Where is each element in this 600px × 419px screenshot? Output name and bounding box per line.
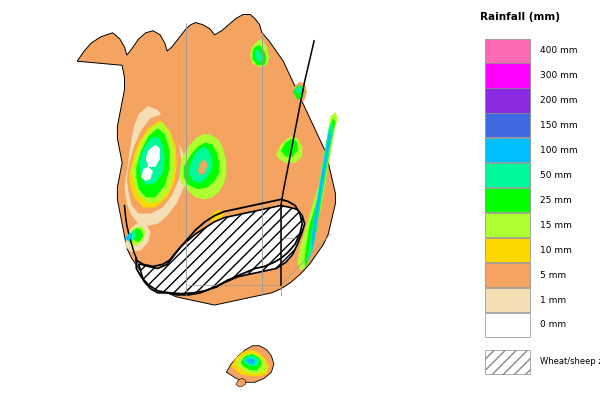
Polygon shape xyxy=(210,210,224,222)
Polygon shape xyxy=(139,137,165,185)
Text: 5 mm: 5 mm xyxy=(540,271,566,279)
Polygon shape xyxy=(131,122,174,204)
Polygon shape xyxy=(184,142,220,189)
Polygon shape xyxy=(129,226,146,246)
Polygon shape xyxy=(146,145,160,167)
Polygon shape xyxy=(245,358,255,364)
Polygon shape xyxy=(250,33,274,71)
Polygon shape xyxy=(136,128,170,197)
Polygon shape xyxy=(129,120,176,207)
Polygon shape xyxy=(176,134,226,199)
Polygon shape xyxy=(293,85,305,100)
Polygon shape xyxy=(290,82,307,104)
Bar xyxy=(485,114,530,137)
Bar xyxy=(485,138,530,163)
Polygon shape xyxy=(236,354,266,374)
Polygon shape xyxy=(295,85,302,94)
Text: 15 mm: 15 mm xyxy=(540,221,572,230)
Bar xyxy=(485,64,530,88)
Polygon shape xyxy=(198,159,208,175)
Polygon shape xyxy=(226,346,274,382)
Text: 100 mm: 100 mm xyxy=(540,146,578,155)
Text: 300 mm: 300 mm xyxy=(540,71,578,80)
Text: 10 mm: 10 mm xyxy=(540,246,572,255)
Polygon shape xyxy=(253,45,266,65)
Bar xyxy=(485,288,530,312)
Text: 1 mm: 1 mm xyxy=(540,295,566,305)
Bar xyxy=(485,350,530,374)
Text: 0 mm: 0 mm xyxy=(540,321,566,329)
Polygon shape xyxy=(243,356,260,366)
Text: Wheat/sheep zone: Wheat/sheep zone xyxy=(540,357,600,367)
Bar xyxy=(485,188,530,212)
Polygon shape xyxy=(139,205,305,295)
Text: 50 mm: 50 mm xyxy=(540,171,572,180)
Bar xyxy=(485,313,530,337)
Polygon shape xyxy=(127,114,181,214)
Polygon shape xyxy=(312,130,331,252)
Polygon shape xyxy=(255,49,262,61)
Text: 200 mm: 200 mm xyxy=(540,96,577,105)
Bar xyxy=(485,88,530,113)
Text: Rainfall (mm): Rainfall (mm) xyxy=(480,13,560,22)
Polygon shape xyxy=(188,147,212,183)
Text: 150 mm: 150 mm xyxy=(540,121,578,130)
Text: 400 mm: 400 mm xyxy=(540,46,577,55)
Bar xyxy=(485,39,530,63)
Polygon shape xyxy=(307,124,333,260)
Polygon shape xyxy=(125,222,151,252)
Polygon shape xyxy=(281,138,298,157)
Bar xyxy=(485,263,530,287)
Text: 25 mm: 25 mm xyxy=(540,196,572,205)
Polygon shape xyxy=(125,106,186,226)
Polygon shape xyxy=(125,234,131,240)
Polygon shape xyxy=(250,39,269,67)
Polygon shape xyxy=(276,137,302,163)
Polygon shape xyxy=(236,378,245,386)
Polygon shape xyxy=(305,118,335,266)
Polygon shape xyxy=(205,205,229,226)
Bar xyxy=(485,213,530,237)
Bar xyxy=(485,163,530,187)
Polygon shape xyxy=(298,112,338,271)
Polygon shape xyxy=(127,230,136,242)
Polygon shape xyxy=(241,354,262,370)
Polygon shape xyxy=(141,167,153,181)
Bar xyxy=(485,238,530,262)
Polygon shape xyxy=(77,15,335,305)
Polygon shape xyxy=(131,228,143,242)
Polygon shape xyxy=(231,350,269,376)
